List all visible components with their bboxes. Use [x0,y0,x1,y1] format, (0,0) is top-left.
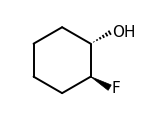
Polygon shape [91,77,111,90]
Text: F: F [112,81,120,96]
Text: OH: OH [112,25,136,40]
